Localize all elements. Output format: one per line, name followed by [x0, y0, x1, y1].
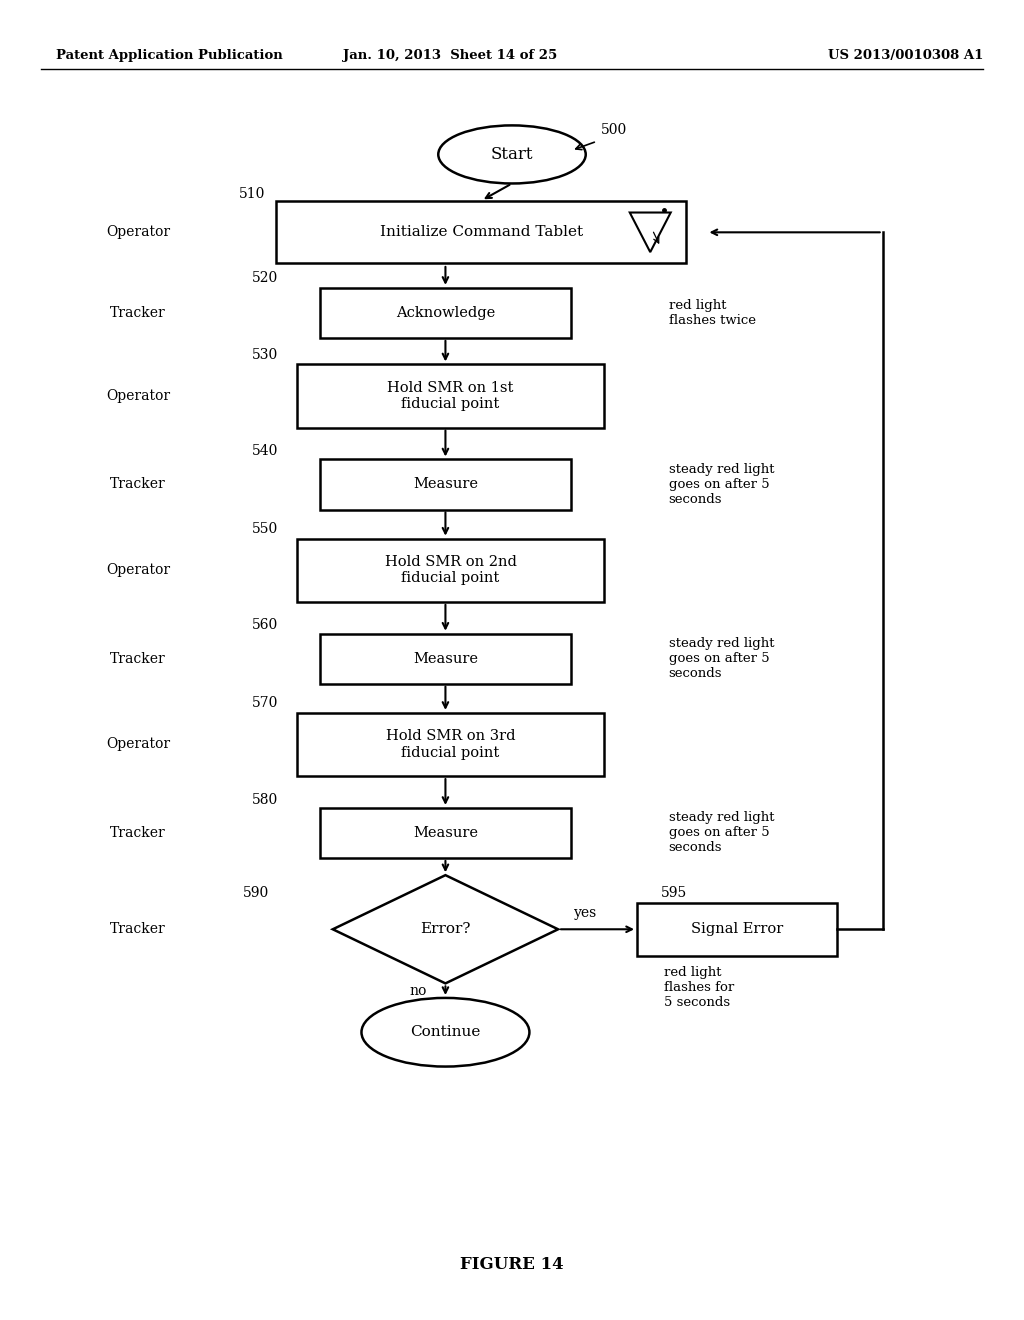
Text: Start: Start: [490, 147, 534, 162]
Text: Operator: Operator: [106, 564, 170, 577]
Text: Tracker: Tracker: [111, 652, 166, 665]
Text: Operator: Operator: [106, 389, 170, 403]
Text: 540: 540: [252, 444, 279, 458]
Text: 530: 530: [252, 347, 279, 362]
Text: Hold SMR on 2nd
fiducial point: Hold SMR on 2nd fiducial point: [385, 556, 516, 585]
Text: Signal Error: Signal Error: [691, 923, 783, 936]
Bar: [297, 539, 604, 602]
Text: red light
flashes twice: red light flashes twice: [669, 298, 756, 327]
Text: 590: 590: [243, 886, 269, 900]
Bar: [319, 288, 571, 338]
Text: Measure: Measure: [413, 478, 478, 491]
Text: no: no: [410, 985, 426, 998]
Text: Hold SMR on 1st
fiducial point: Hold SMR on 1st fiducial point: [387, 381, 514, 411]
Text: Operator: Operator: [106, 226, 170, 239]
Text: 570: 570: [252, 696, 279, 710]
Text: 520: 520: [252, 271, 279, 285]
Text: steady red light
goes on after 5
seconds: steady red light goes on after 5 seconds: [669, 812, 774, 854]
Text: Jan. 10, 2013  Sheet 14 of 25: Jan. 10, 2013 Sheet 14 of 25: [343, 49, 558, 62]
Text: FIGURE 14: FIGURE 14: [460, 1257, 564, 1272]
Text: Acknowledge: Acknowledge: [396, 306, 495, 319]
Text: Operator: Operator: [106, 738, 170, 751]
Text: Continue: Continue: [411, 1026, 480, 1039]
Text: 595: 595: [660, 886, 687, 900]
Text: red light
flashes for
5 seconds: red light flashes for 5 seconds: [664, 966, 734, 1010]
Text: 510: 510: [239, 186, 265, 201]
Text: Initialize Command Tablet: Initialize Command Tablet: [380, 226, 583, 239]
Bar: [319, 459, 571, 510]
Text: yes: yes: [574, 906, 597, 920]
Text: US 2013/0010308 A1: US 2013/0010308 A1: [827, 49, 983, 62]
Text: 560: 560: [252, 618, 279, 632]
Bar: [637, 903, 837, 956]
Text: Measure: Measure: [413, 826, 478, 840]
Bar: [297, 364, 604, 428]
Text: Tracker: Tracker: [111, 478, 166, 491]
Text: 500: 500: [601, 123, 628, 137]
Bar: [276, 201, 686, 263]
Bar: [319, 808, 571, 858]
Bar: [297, 713, 604, 776]
Text: Error?: Error?: [420, 923, 471, 936]
Text: steady red light
goes on after 5
seconds: steady red light goes on after 5 seconds: [669, 638, 774, 680]
Text: steady red light
goes on after 5
seconds: steady red light goes on after 5 seconds: [669, 463, 774, 506]
Text: Tracker: Tracker: [111, 923, 166, 936]
Text: Tracker: Tracker: [111, 306, 166, 319]
Text: 580: 580: [252, 792, 279, 807]
Text: Tracker: Tracker: [111, 826, 166, 840]
Text: Hold SMR on 3rd
fiducial point: Hold SMR on 3rd fiducial point: [386, 730, 515, 759]
Text: Patent Application Publication: Patent Application Publication: [56, 49, 283, 62]
Text: Measure: Measure: [413, 652, 478, 665]
Bar: [319, 634, 571, 684]
Text: 550: 550: [252, 521, 279, 536]
